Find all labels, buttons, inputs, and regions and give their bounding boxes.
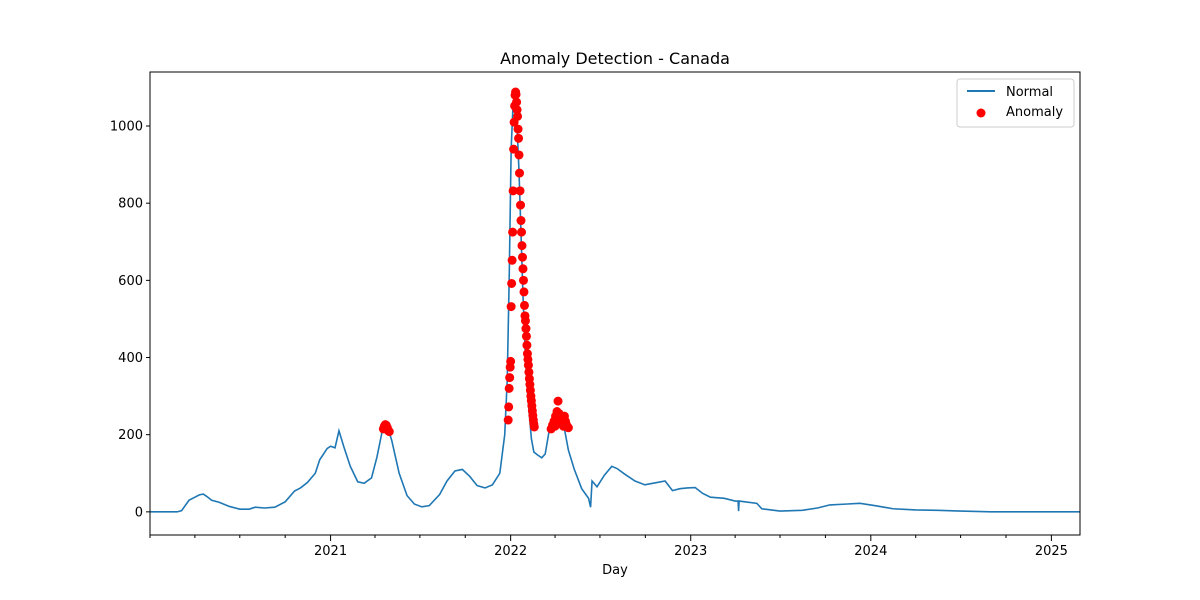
anomaly-point [508, 186, 518, 196]
x-tick-label: 2021 [314, 544, 347, 559]
plot-area [150, 87, 1080, 513]
x-axis-label: Day [602, 563, 628, 578]
axis-ticks: 0 200 400 600 800 1000 2021 2022 2023 2024 2025 [110, 120, 1068, 559]
anomaly-point [512, 97, 522, 107]
anomaly-point [506, 302, 516, 312]
anomaly-point [521, 331, 531, 341]
anomaly-point [515, 168, 525, 178]
anomaly-point [521, 324, 531, 334]
y-tick-label: 600 [118, 274, 143, 289]
anomaly-point [503, 415, 513, 425]
y-tick-label: 200 [118, 428, 143, 443]
legend-label-anomaly: Anomaly [1006, 105, 1063, 120]
y-tick-label: 0 [135, 505, 143, 520]
x-tick-label: 2025 [1035, 544, 1068, 559]
legend-label-normal: Normal [1006, 85, 1053, 100]
x-tick-label: 2023 [674, 544, 707, 559]
anomaly-point [514, 150, 524, 160]
anomaly-point [514, 133, 524, 143]
axes-frame [149, 71, 1081, 536]
y-tick-label: 400 [118, 351, 143, 366]
anomaly-point [519, 300, 529, 310]
anomaly-point [505, 373, 515, 383]
anomaly-point [522, 340, 532, 350]
chart-title: Anomaly Detection - Canada [500, 49, 730, 68]
x-tick-label: 2024 [854, 544, 887, 559]
anomaly-point [529, 422, 539, 432]
anomaly-point [504, 402, 514, 412]
anomaly-point [511, 89, 521, 99]
anomaly-point [504, 383, 514, 393]
anomaly-point [515, 186, 525, 196]
anomaly-point [553, 396, 563, 406]
anomaly-point [513, 124, 523, 134]
anomaly-point [513, 111, 523, 121]
anomaly-point [524, 367, 534, 377]
y-tick-label: 800 [118, 197, 143, 212]
anomaly-point [507, 278, 517, 288]
anomaly-point [518, 275, 528, 285]
anomaly-point [517, 252, 527, 262]
anomaly-point [516, 200, 526, 210]
anomaly-point [518, 264, 528, 274]
anomaly-point [517, 241, 527, 251]
anomaly-point [509, 144, 519, 154]
anomaly-point [512, 105, 522, 115]
y-tick-label: 1000 [110, 120, 143, 135]
anomaly-point [506, 356, 516, 366]
anomaly-point [507, 255, 517, 265]
anomaly-point [519, 287, 529, 297]
anomaly-point [523, 360, 533, 370]
anomaly-point [555, 418, 564, 428]
anomaly-point [520, 316, 530, 326]
legend-marker-anomaly [976, 108, 986, 118]
anomaly-point [516, 216, 526, 226]
anomaly-point [508, 227, 518, 237]
anomaly-point [384, 427, 394, 437]
legend: Normal Anomaly [956, 78, 1075, 128]
x-tick-label: 2022 [494, 544, 527, 559]
anomaly-point [517, 227, 527, 237]
